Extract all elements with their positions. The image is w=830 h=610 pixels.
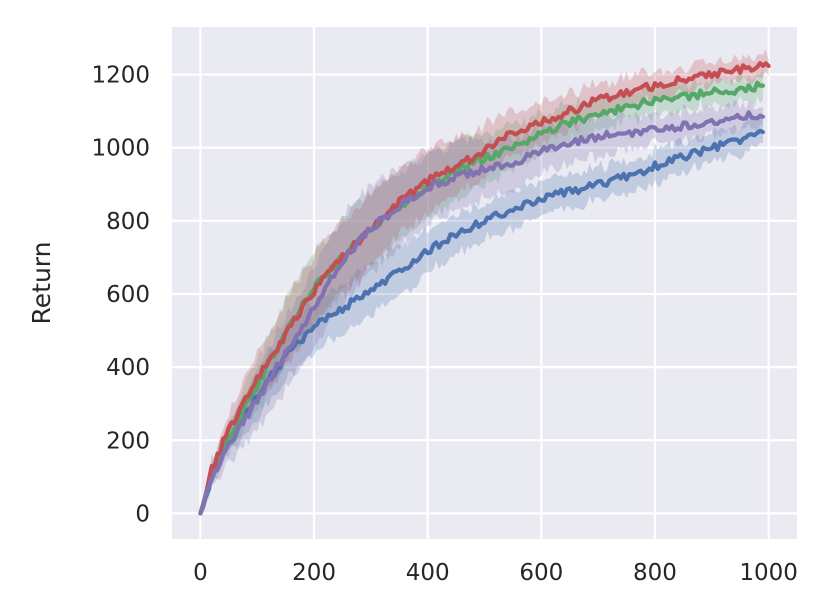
y-tick-label: 1200 [91, 63, 150, 89]
series-band-1 [200, 112, 763, 514]
x-tick-label: 200 [292, 560, 336, 586]
x-tick-label: 400 [406, 560, 450, 586]
x-tick-label: 1000 [739, 560, 798, 586]
x-tick-label: 0 [193, 560, 208, 586]
y-tick-label: 600 [106, 282, 150, 308]
y-tick-label: 200 [106, 428, 150, 454]
y-tick-label: 1000 [91, 136, 150, 162]
y-tick-labels: 0 200 400 600 800 1000 1200 [91, 63, 150, 528]
y-tick-label: 400 [106, 355, 150, 381]
series-line-3 [198, 61, 771, 516]
y-tick-label: 800 [106, 209, 150, 235]
x-tick-label: 800 [633, 560, 677, 586]
series-lines [198, 61, 771, 516]
plot-background [172, 27, 797, 539]
y-axis-title: Return [27, 242, 56, 325]
y-tick-label: 0 [135, 501, 150, 527]
x-tick-label: 600 [519, 560, 563, 586]
series-band-3 [200, 49, 769, 516]
x-tick-labels: 0 200 400 600 800 1000 [193, 560, 798, 586]
series-line-4 [198, 110, 766, 516]
series-line-1 [198, 128, 766, 516]
